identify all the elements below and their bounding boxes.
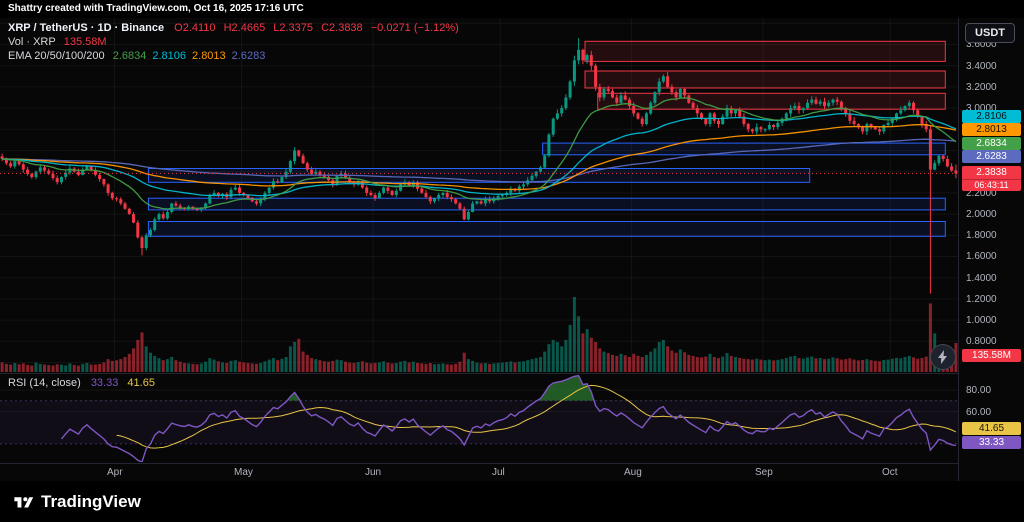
pane-separator[interactable] xyxy=(0,373,958,374)
time-axis-month-label: Sep xyxy=(755,467,773,478)
time-axis-month-label: Jun xyxy=(365,467,382,478)
close-value: C2.3838 xyxy=(321,22,363,34)
rsi-axis-label: 60.00 xyxy=(966,407,992,418)
price-axis-label: 1.0000 xyxy=(966,315,997,326)
price-axis-label: 1.8000 xyxy=(966,230,997,241)
price-axis-label: 3.2000 xyxy=(966,82,997,93)
tradingview-logo-text: TradingView xyxy=(41,492,141,511)
time-axis-month-label: Apr xyxy=(107,467,123,478)
price-axis-label: 2.0000 xyxy=(966,209,997,220)
rsi-chart-canvas[interactable] xyxy=(0,374,958,462)
change-value: −0.0271 (−1.12%) xyxy=(370,22,459,34)
tradingview-logo-icon xyxy=(14,497,34,508)
rsi-title[interactable]: RSI (14, close) xyxy=(8,377,81,389)
tradingview-logo[interactable]: TradingView xyxy=(12,491,141,513)
ema-price-badge: 2.6834 xyxy=(962,137,1021,150)
ema-value: 2.8106 xyxy=(152,50,187,62)
high-value: H2.4665 xyxy=(223,22,266,34)
last-price-badge: 2.3838 06:43:11 xyxy=(962,166,1021,191)
volume-value: 135.58M xyxy=(63,36,107,48)
price-axis-label: 0.8000 xyxy=(966,336,997,347)
rsi-value-badge: 33.33 xyxy=(962,436,1021,449)
ema-value: 2.6834 xyxy=(112,50,147,62)
ema-price-badge: 2.6283 xyxy=(962,150,1021,163)
price-chart-canvas[interactable] xyxy=(0,18,958,372)
price-axis-label: 3.6000 xyxy=(966,39,997,50)
price-axis-label: 3.4000 xyxy=(966,61,997,72)
ema-values: 2.6834 2.8106 2.8013 2.6283 xyxy=(113,50,272,62)
price-axis-label: 2.2000 xyxy=(966,188,997,199)
time-axis-month-label: Oct xyxy=(882,467,898,478)
rsi-header: RSI (14, close) 33.33 41.65 xyxy=(8,377,155,389)
rsi-value-badge: 41.65 xyxy=(962,422,1021,435)
chart-header: XRP / TetherUS · 1D · Binance O2.4110 H2… xyxy=(8,22,464,64)
ema-value: 2.8013 xyxy=(192,50,226,62)
ema-indicator-label[interactable]: EMA 20/50/100/200 xyxy=(8,50,105,62)
volume-label: Vol · XRP xyxy=(8,36,56,48)
rsi-value: 33.33 xyxy=(90,377,119,389)
ema-price-badge: 2.8013 xyxy=(962,123,1021,136)
price-axis[interactable]: 3.6000 3.4000 3.2000 3.0000 2.2000 2.0000 1.80… xyxy=(958,18,1024,481)
bar-countdown: 06:43:11 xyxy=(962,179,1021,191)
credit-bar: Shattry created with TradingView.com, Oc… xyxy=(0,0,1024,18)
price-axis-label: 1.2000 xyxy=(966,294,997,305)
price-axis-label: 3.0000 xyxy=(966,103,997,114)
low-value: L2.3375 xyxy=(273,22,314,34)
lightning-icon xyxy=(938,350,947,364)
last-price-value: 2.3838 xyxy=(976,167,1007,178)
volume-badge: 135.58M xyxy=(962,349,1021,362)
currency-button[interactable]: USDT xyxy=(965,23,1015,43)
time-axis-month-label: Jul xyxy=(492,467,505,478)
time-axis[interactable]: Apr May Jun Jul Aug Sep Oct xyxy=(0,463,958,481)
open-value: O2.4110 xyxy=(174,22,216,34)
price-axis-label: 1.6000 xyxy=(966,251,997,262)
rsi-ma-value: 41.65 xyxy=(127,377,155,389)
symbol-title[interactable]: XRP / TetherUS · 1D · Binance xyxy=(8,22,165,34)
rsi-axis-label: 80.00 xyxy=(966,385,992,396)
time-axis-month-label: Aug xyxy=(624,467,642,478)
lightning-button[interactable] xyxy=(930,344,956,370)
bottom-bar xyxy=(0,481,1024,522)
time-axis-month-label: May xyxy=(234,467,253,478)
ema-value: 2.6283 xyxy=(231,50,266,62)
price-axis-label: 1.4000 xyxy=(966,273,997,284)
ohlc-values: O2.4110 H2.4665 L2.3375 C2.3838 −0.0271 … xyxy=(174,22,464,34)
ema-price-badge: 2.8106 xyxy=(962,110,1021,123)
